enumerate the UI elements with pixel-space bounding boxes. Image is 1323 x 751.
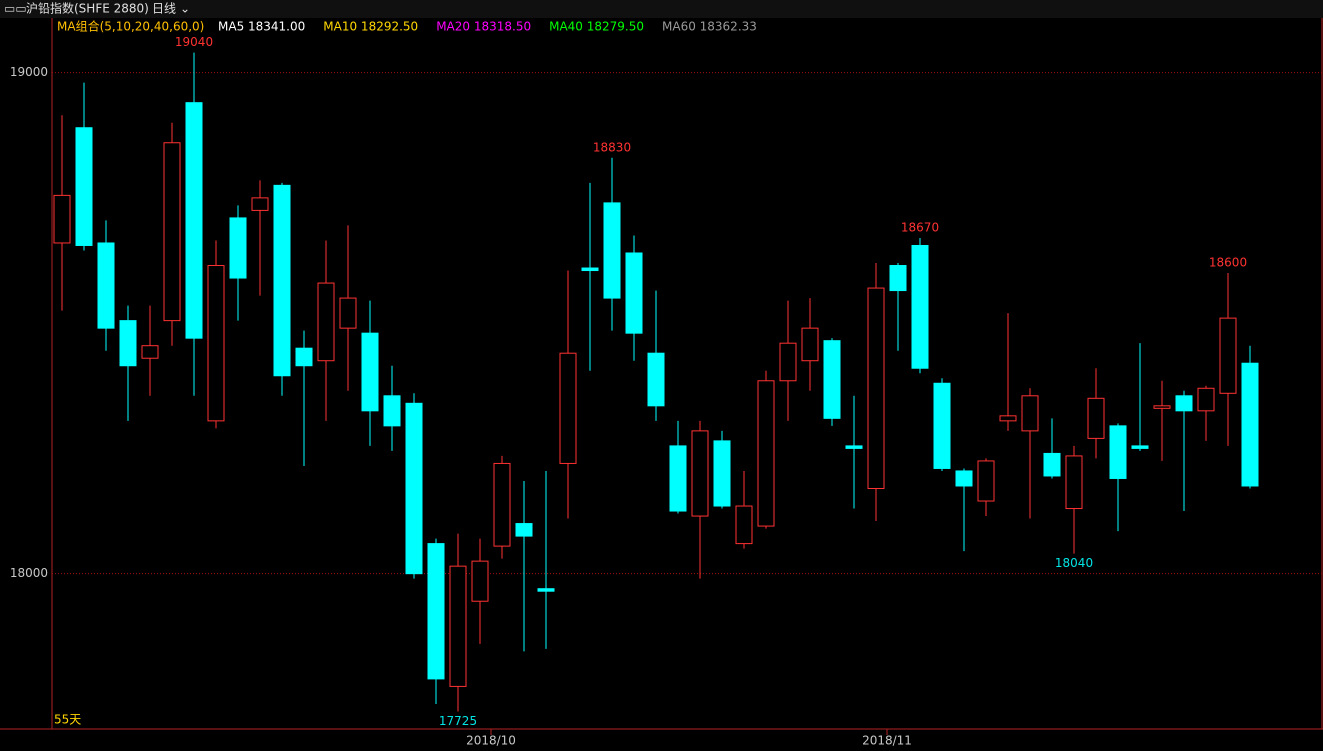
candle-body: [581, 267, 599, 272]
candle-body: [735, 505, 753, 545]
candle-body: [383, 395, 401, 427]
candle-body: [317, 282, 335, 362]
candle-body: [207, 265, 225, 422]
candle-body: [1109, 425, 1127, 479]
candle-body: [559, 352, 577, 464]
ma-legend: MA40 18279.50: [549, 20, 644, 34]
candle-body: [1043, 452, 1061, 477]
candle-body: [515, 523, 533, 537]
candle-body: [163, 142, 181, 322]
candle-body: [691, 430, 709, 517]
ma-legend: MA10 18292.50: [323, 20, 418, 34]
high-label: 18830: [593, 140, 631, 154]
candle-body: [273, 184, 291, 377]
chart-title[interactable]: 沪铅指数(SHFE 2880): [26, 1, 149, 16]
candle-body: [141, 345, 159, 359]
high-label: 19040: [175, 35, 213, 49]
x-tick-label: 2018/10: [466, 734, 516, 748]
candle-body: [295, 347, 313, 367]
candle-body: [427, 543, 445, 680]
ma-legend: MA60 18362.33: [662, 20, 757, 34]
dropdown-arrow[interactable]: ⌄: [180, 2, 190, 16]
candle-body: [405, 402, 423, 575]
title-bar: [0, 0, 1323, 18]
candle-body: [603, 202, 621, 299]
candle-body: [1065, 455, 1083, 510]
candle-body: [713, 440, 731, 507]
low-label: 17725: [439, 714, 477, 728]
candle-body: [1087, 397, 1105, 439]
candle-body: [1241, 362, 1259, 487]
candle-body: [977, 460, 995, 502]
low-label: 18040: [1055, 556, 1093, 570]
candle-body: [251, 197, 269, 211]
candle-body: [647, 352, 665, 407]
candle-body: [185, 102, 203, 339]
candle-body: [757, 380, 775, 527]
candle-body: [493, 462, 511, 547]
candle-body: [119, 320, 137, 367]
candle-body: [339, 297, 357, 329]
candle-body: [1197, 387, 1215, 412]
candle-body: [801, 327, 819, 362]
candle-body: [823, 340, 841, 419]
candle-body: [229, 217, 247, 279]
x-tick-label: 2018/11: [862, 734, 912, 748]
candle-body: [955, 470, 973, 487]
span-label: 55天: [54, 713, 81, 727]
candle-body: [1219, 317, 1237, 394]
candle-body: [889, 265, 907, 292]
high-label: 18670: [901, 220, 939, 234]
title-icon: ▭▭: [4, 2, 27, 16]
candle-body: [779, 342, 797, 382]
candle-body: [933, 382, 951, 469]
candle-body: [999, 415, 1017, 422]
candle-body: [625, 252, 643, 334]
candle-body: [1021, 395, 1039, 432]
y-tick-label: 18000: [10, 566, 48, 580]
candle-body: [471, 560, 489, 602]
candle-body: [911, 244, 929, 369]
high-label: 18600: [1209, 256, 1247, 270]
candle-body: [1131, 445, 1149, 449]
candle-body: [669, 445, 687, 512]
ma-legend: MA5 18341.00: [218, 20, 305, 34]
ma-group[interactable]: MA组合(5,10,20,40,60,0): [57, 19, 204, 34]
candle-body: [97, 242, 115, 329]
candle-body: [1175, 395, 1193, 412]
candle-body: [449, 565, 467, 687]
ma-legend: MA20 18318.50: [436, 20, 531, 34]
candle-body: [361, 332, 379, 412]
candle-body: [867, 287, 885, 489]
period-selector[interactable]: 日线: [152, 2, 176, 16]
y-tick-label: 19000: [10, 65, 48, 79]
candle-body: [53, 194, 71, 244]
candle-body: [75, 127, 93, 246]
candle-body: [1153, 405, 1171, 409]
candle-body: [537, 588, 555, 592]
candle-body: [845, 445, 863, 449]
